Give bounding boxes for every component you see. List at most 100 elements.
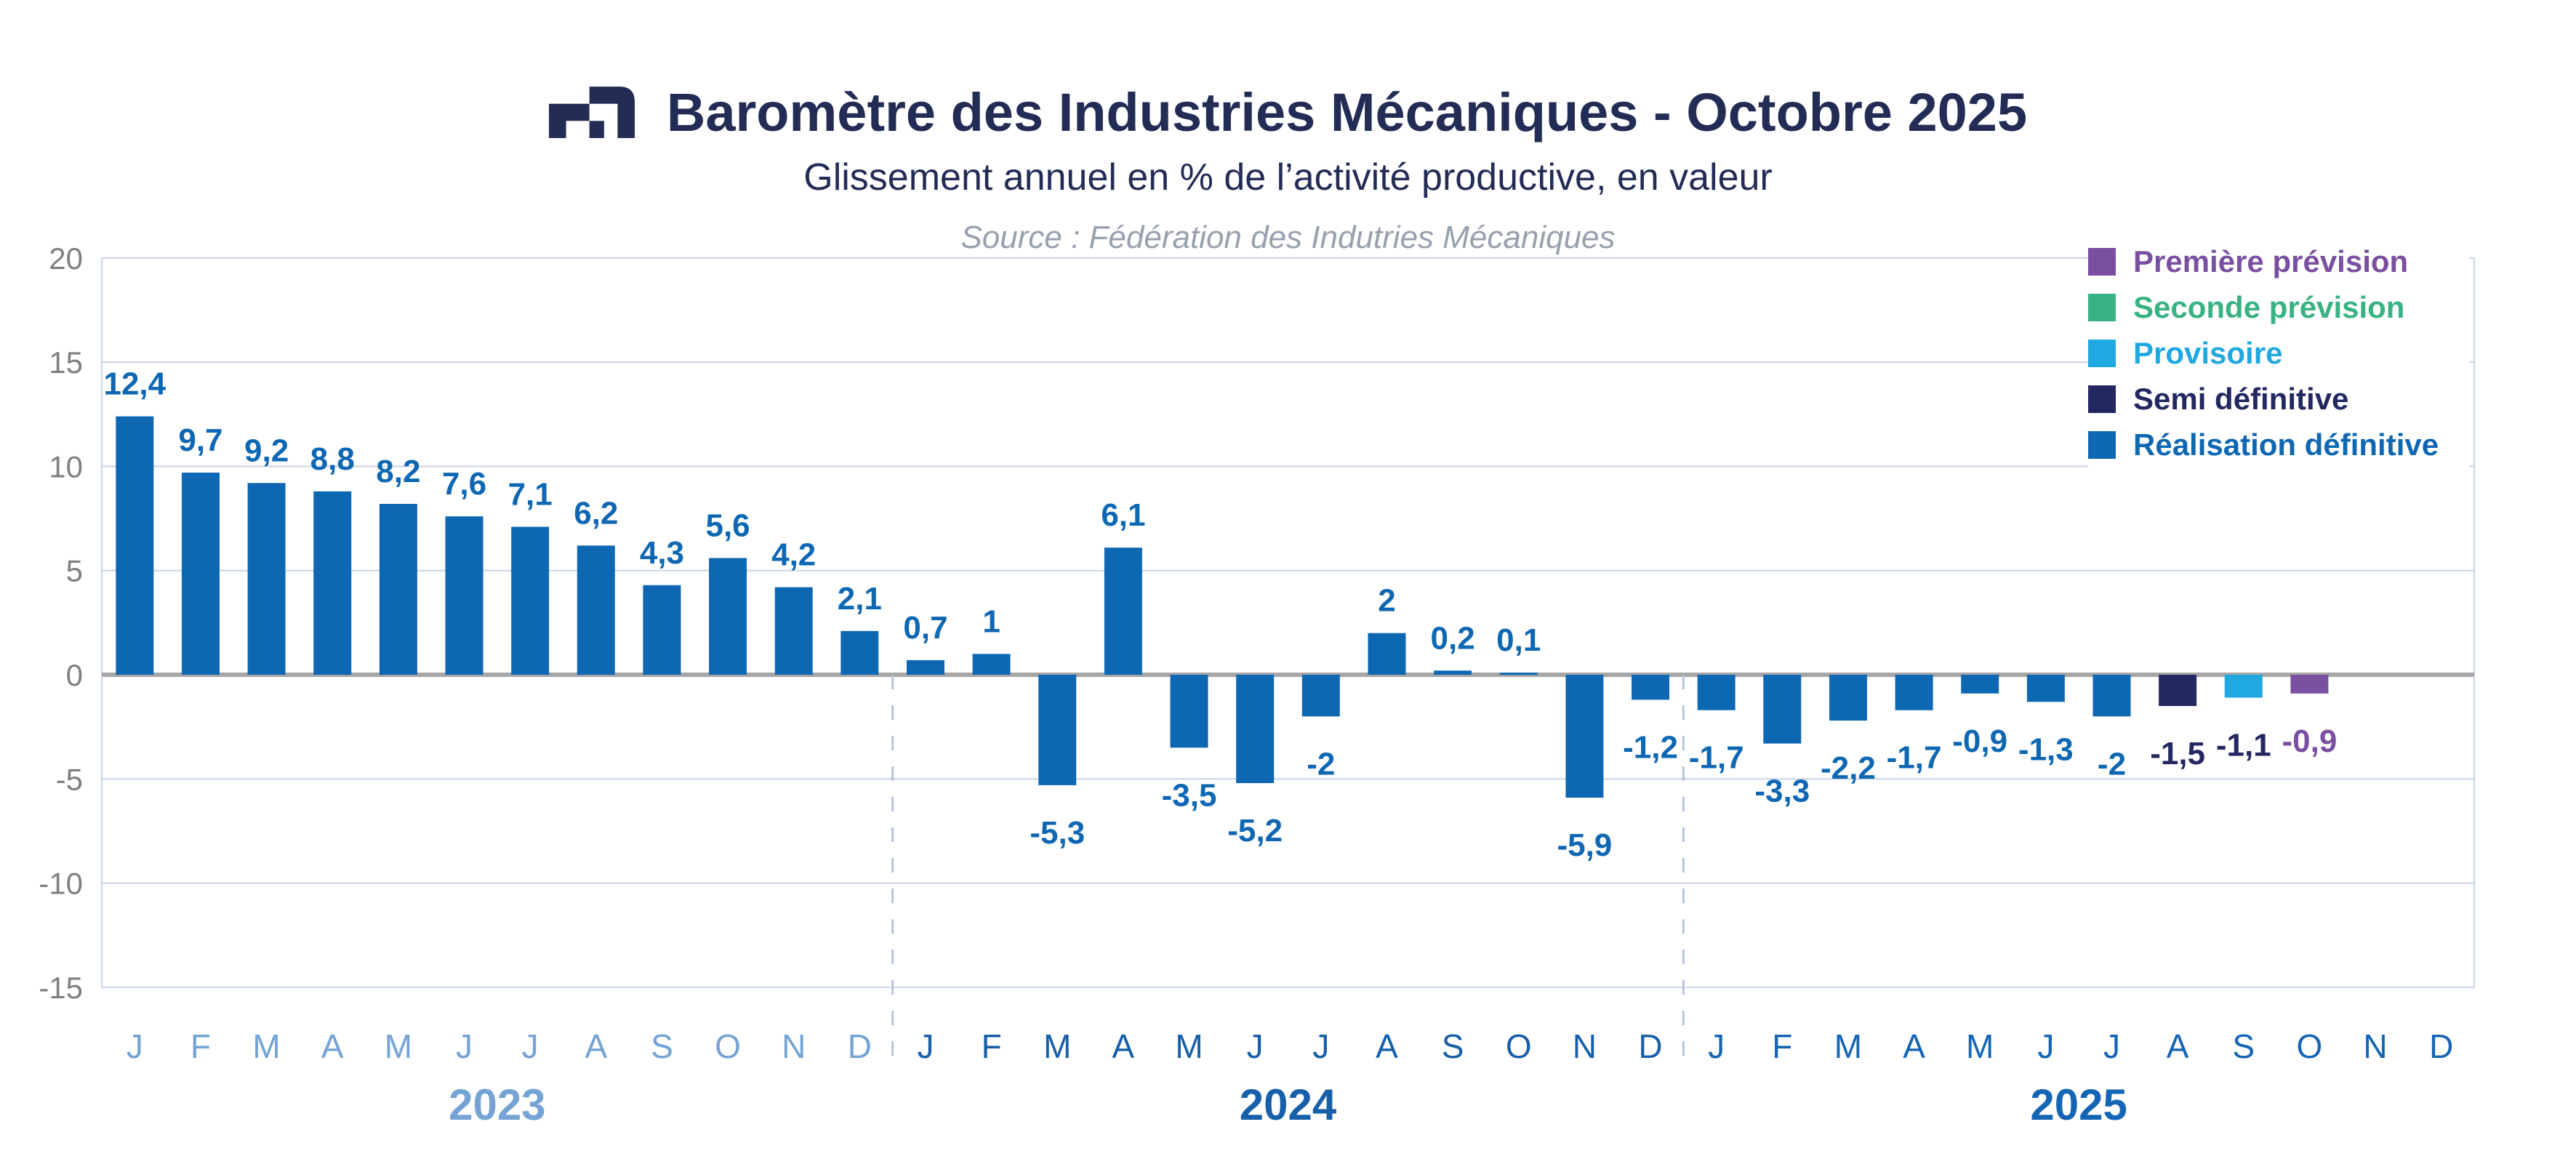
bar-label-2024-4: -3,5: [1162, 777, 1217, 813]
legend-item-5: Réalisation définitive: [2088, 422, 2469, 468]
month-label-2023-3: A: [321, 1027, 344, 1065]
month-label-2024-3: A: [1112, 1027, 1135, 1065]
legend-item-2: Seconde prévision: [2088, 284, 2469, 330]
bar-2025-2: [1829, 675, 1867, 721]
bar-label-2023-1: 9,7: [178, 422, 222, 458]
bar-2024-3: [1104, 548, 1142, 675]
bar-label-2025-0: -1,7: [1689, 740, 1744, 776]
y-tick-10: 10: [49, 449, 83, 484]
bar-label-2024-6: -2: [1307, 746, 1335, 782]
month-label-2023-5: J: [456, 1027, 473, 1065]
title-row: Baromètre des Industries Mécaniques - Oc…: [0, 81, 2576, 143]
legend-swatch: [2088, 430, 2116, 459]
month-label-2023-9: O: [715, 1027, 741, 1065]
bar-2023-9: [709, 558, 747, 675]
month-label-2024-5: J: [1247, 1027, 1264, 1065]
bar-label-2023-4: 8,2: [376, 454, 420, 489]
bar-label-2025-7: -1,5: [2150, 736, 2205, 771]
bar-label-2024-0: 0,7: [903, 610, 947, 646]
bar-2025-8: [2224, 675, 2263, 698]
bar-label-2023-8: 4,3: [640, 535, 684, 571]
y-tick--15: -15: [39, 971, 83, 1005]
bar-2025-1: [1763, 675, 1802, 744]
bar-2023-8: [643, 585, 681, 675]
legend-label: Semi définitive: [2133, 381, 2349, 416]
y-tick-5: 5: [66, 554, 83, 588]
month-label-2024-10: N: [1573, 1027, 1597, 1065]
year-label-2025: 2025: [2030, 1080, 2127, 1129]
bar-2024-0: [906, 659, 944, 675]
month-label-2024-0: J: [917, 1027, 934, 1065]
bar-label-2024-8: 0,2: [1431, 620, 1475, 656]
month-label-2025-3: A: [1903, 1027, 1925, 1065]
bar-2024-2: [1038, 675, 1077, 785]
year-label-2023: 2023: [449, 1080, 545, 1129]
legend-label: Provisoire: [2133, 335, 2283, 370]
bar-2023-2: [247, 483, 286, 675]
legend-item-3: Provisoire: [2088, 330, 2469, 376]
bar-2024-11: [1632, 675, 1670, 700]
bar-label-2023-3: 8,8: [310, 441, 355, 477]
month-label-2025-4: M: [1966, 1027, 1994, 1065]
month-label-2025-9: O: [2297, 1027, 2323, 1065]
bar-2024-9: [1499, 673, 1538, 675]
month-label-2025-1: F: [1772, 1027, 1792, 1065]
y-tick--5: -5: [56, 762, 83, 796]
month-label-2023-0: J: [127, 1027, 143, 1065]
month-label-2024-2: M: [1043, 1027, 1071, 1065]
month-label-2024-9: O: [1506, 1027, 1532, 1065]
bar-label-2023-5: 7,6: [442, 466, 486, 502]
legend-item-1: Première prévision: [2088, 238, 2469, 284]
legend-item-4: Semi définitive: [2088, 376, 2469, 422]
chart-subtitle: Glissement annuel en % de l’activité pro…: [803, 156, 1773, 198]
month-label-2025-11: D: [2429, 1027, 2453, 1065]
month-label-2023-7: A: [585, 1027, 607, 1065]
bar-label-2023-6: 7,1: [508, 477, 553, 513]
bar-label-2023-9: 5,6: [705, 508, 750, 544]
bar-2024-6: [1301, 675, 1340, 717]
bar-label-2025-2: -2,2: [1821, 750, 1876, 786]
bar-2023-3: [313, 491, 352, 675]
bar-2025-9: [2290, 675, 2329, 694]
month-label-2025-0: J: [1708, 1027, 1725, 1065]
bar-label-2023-7: 6,2: [574, 495, 618, 531]
bar-label-2023-10: 4,2: [771, 537, 816, 573]
month-label-2023-4: M: [385, 1027, 412, 1065]
bar-2023-10: [774, 587, 813, 675]
legend-label: Réalisation définitive: [2133, 427, 2439, 462]
y-tick-0: 0: [66, 658, 83, 692]
bar-label-2025-4: -0,9: [1952, 723, 2007, 759]
bar-2023-5: [445, 516, 483, 675]
bar-2025-3: [1895, 675, 1933, 710]
month-label-2025-10: N: [2363, 1027, 2387, 1065]
y-tick-15: 15: [49, 345, 83, 380]
bar-label-2023-0: 12,4: [103, 366, 166, 402]
bar-label-2025-1: -3,3: [1754, 774, 1810, 809]
month-label-2023-11: D: [848, 1027, 872, 1065]
bar-label-2024-10: -5,9: [1557, 827, 1612, 863]
bar-label-2023-2: 9,2: [244, 433, 289, 468]
month-label-2024-6: J: [1312, 1027, 1329, 1065]
month-label-2024-11: D: [1638, 1027, 1662, 1065]
month-label-2023-10: N: [782, 1027, 806, 1065]
bar-label-2024-5: -5,2: [1227, 813, 1283, 849]
month-label-2025-5: J: [2037, 1027, 2054, 1065]
month-label-2023-6: J: [522, 1027, 539, 1065]
bar-label-2024-11: -1,2: [1623, 729, 1678, 765]
bar-label-2025-6: -2: [2098, 746, 2126, 782]
bar-label-2023-11: 2,1: [838, 581, 882, 617]
legend-label: Première prévision: [2133, 244, 2409, 278]
month-label-2025-7: A: [2167, 1027, 2189, 1065]
bar-2025-7: [2159, 675, 2197, 706]
month-label-2023-8: S: [651, 1027, 673, 1065]
bar-label-2024-3: 6,1: [1101, 497, 1145, 533]
month-label-2024-7: A: [1376, 1027, 1398, 1065]
bar-2024-5: [1236, 675, 1275, 784]
month-label-2025-6: J: [2103, 1027, 2120, 1065]
legend-swatch: [2088, 339, 2116, 367]
fim-logo-icon: [548, 87, 635, 138]
legend-swatch: [2088, 247, 2116, 276]
month-label-2023-1: F: [190, 1027, 211, 1065]
